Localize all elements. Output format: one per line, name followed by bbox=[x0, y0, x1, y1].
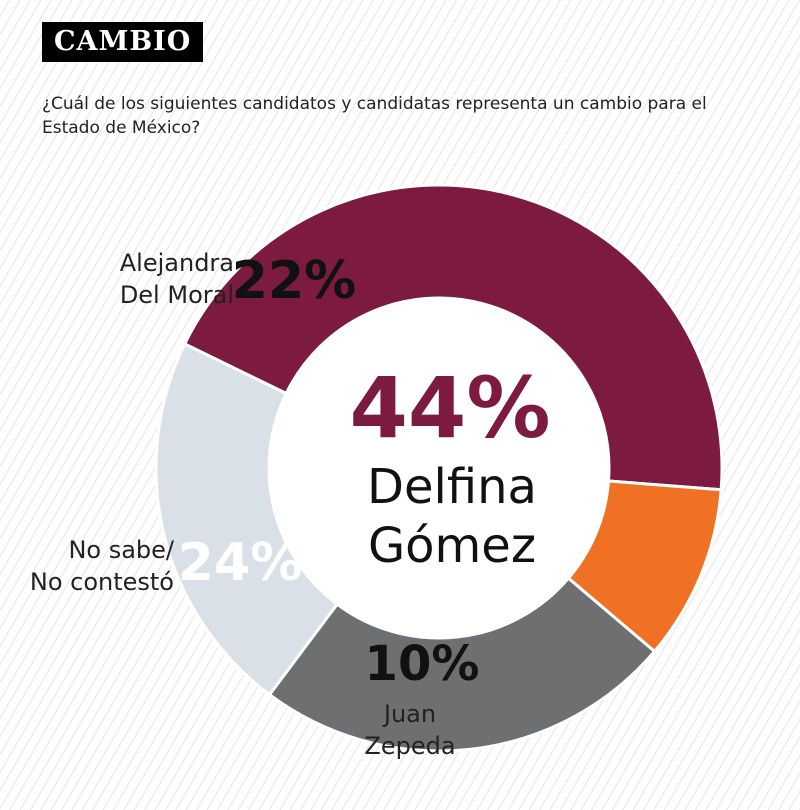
label-name-nosabe-line1: No sabe/ bbox=[68, 536, 174, 564]
label-name-alejandra-line2: Del Moral bbox=[120, 281, 234, 309]
section-badge: CAMBIO bbox=[42, 22, 204, 62]
label-name-juan-line2: Zepeda bbox=[364, 732, 455, 760]
donut-hole bbox=[270, 299, 608, 637]
label-pct-nosabe: 24% bbox=[178, 533, 302, 593]
label-name-alejandra-line1: Alejandra bbox=[120, 249, 234, 277]
label-name-delfina-line1: Delfina bbox=[367, 459, 537, 515]
label-name-nosabe-line2: No contestó bbox=[30, 568, 174, 596]
label-pct-alejandra: 22% bbox=[232, 251, 356, 311]
donut-slices bbox=[154, 183, 724, 753]
slice-no-sabe-no-contestó bbox=[267, 576, 657, 753]
slice-alejandra-del-moral bbox=[154, 341, 340, 697]
survey-question: ¿Cuál de los siguientes candidatos y can… bbox=[42, 94, 707, 138]
label-name-delfina-line2: Gómez bbox=[368, 518, 536, 574]
slice-delfina-gómez bbox=[182, 183, 724, 492]
label-pct-juan: 10% bbox=[365, 636, 480, 692]
label-name-juan-line1: Juan bbox=[382, 700, 436, 728]
label-pct-delfina: 44% bbox=[349, 359, 550, 457]
